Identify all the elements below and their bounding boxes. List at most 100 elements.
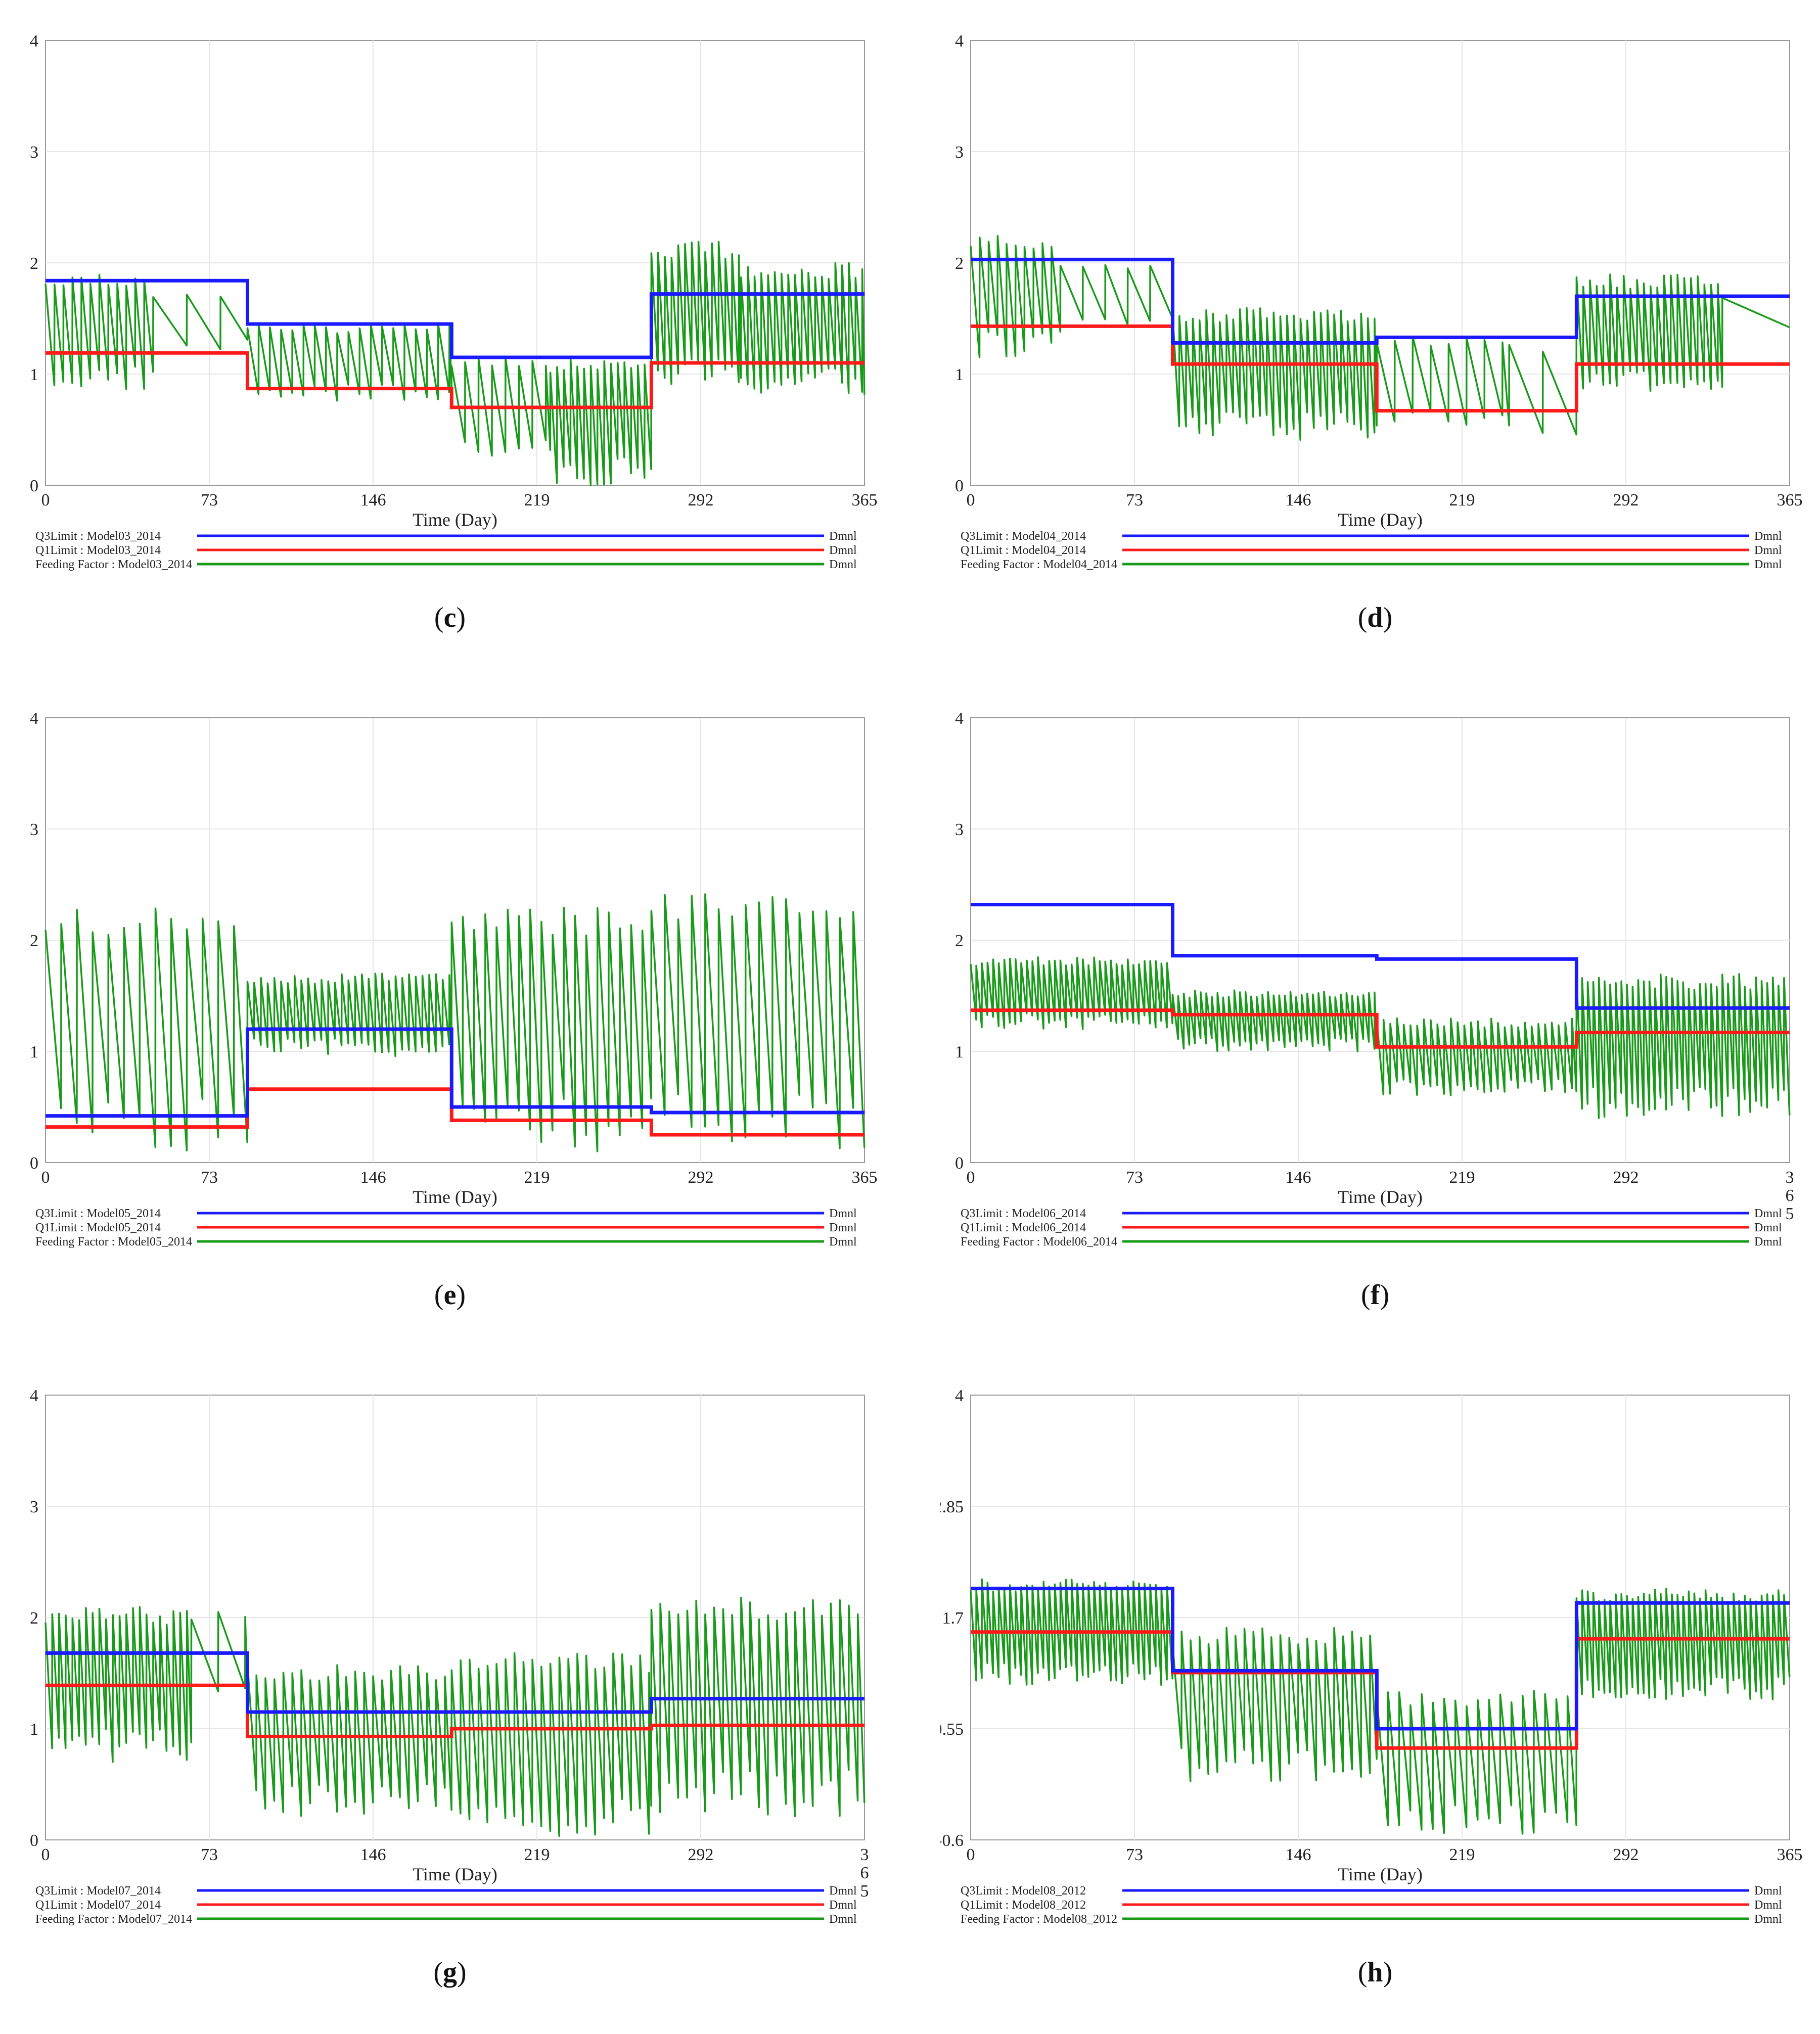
series-feeding-factor-line <box>44 1596 866 1837</box>
y-tick-label: 3 <box>955 143 964 162</box>
x-axis-label: Time (Day) <box>1338 1187 1423 1207</box>
y-tick-label: 1.7 <box>942 1609 964 1628</box>
legend-unit: Dmnl <box>1754 1913 1782 1926</box>
y-tick-label: 2 <box>955 932 964 950</box>
legend-unit: Dmnl <box>1754 1235 1782 1249</box>
series-q3limit-line <box>971 903 1790 1010</box>
x-tick-label: 292 <box>688 491 714 510</box>
y-tick-label: 2 <box>30 1609 38 1628</box>
y-tick-label: 0 <box>30 477 38 495</box>
y-tick-label: 4 <box>955 709 964 728</box>
legend-unit: Dmnl <box>829 1899 857 1912</box>
x-tick-label: 292 <box>1613 1168 1639 1187</box>
y-tick-label: 2 <box>955 254 964 273</box>
x-tick-label: 0 <box>967 1845 975 1864</box>
chart-svg-c: 0 73 146 219 292 365 0 1 2 3 4 Time (Day) Q3Limit : … <box>30 32 878 571</box>
legend-unit: Dmnl <box>829 1913 857 1926</box>
x-tick-label: 365 <box>852 1168 878 1187</box>
y-tick-label: 1 <box>955 1043 964 1061</box>
legend-label: Feeding Factor : Model03_2014 <box>35 558 192 571</box>
chart-svg-e: 0 73 146 219 292 365 0 1 2 3 4 Time (Day) Q3Limit : … <box>30 709 878 1249</box>
legend-unit: Dmnl <box>1754 1221 1782 1234</box>
x-tick-label: 73 <box>1126 1845 1143 1864</box>
x-tick-label: 365 <box>852 491 878 510</box>
legend-unit: Dmnl <box>1754 544 1782 557</box>
x-tick-label: 146 <box>360 1168 386 1187</box>
x-axis-label: Time (Day) <box>1338 1864 1423 1884</box>
legend-unit: Dmnl <box>1754 1207 1782 1220</box>
legend-label: Q1Limit : Model04_2014 <box>961 544 1086 557</box>
series-q3limit-line <box>46 1651 864 1714</box>
chart-svg-h: 0 73 146 219 292 365 -0.6 0.55 1.7 2.85 4 Time (Day… <box>940 1386 1803 1926</box>
caption-c: (c) <box>434 602 466 633</box>
x-tick-label: 292 <box>688 1168 714 1187</box>
chart-svg-g: 0 73 146 219 292 3 6 5 0 1 2 3 4 Time (Day) Q3Limit : … <box>30 1386 869 1926</box>
x-tick-label: 292 <box>1613 1845 1639 1864</box>
legend-label: Q3Limit : Model03_2014 <box>35 530 161 543</box>
x-axis-label: Time (Day) <box>413 510 497 530</box>
legend-unit: Dmnl <box>1754 1884 1782 1898</box>
caption-f: (f) <box>1361 1279 1389 1311</box>
chart-svg-d: 0 73 146 219 292 365 0 1 2 3 4 Time (Day) Q3Limit : … <box>955 32 1803 571</box>
x-tick-label: 219 <box>1449 491 1475 510</box>
legend-label: Feeding Factor : Model08_2012 <box>961 1913 1117 1926</box>
y-tick-label: 2 <box>30 254 38 273</box>
x-tick-label: 0 <box>41 1168 50 1187</box>
legend-label: Feeding Factor : Model06_2014 <box>961 1235 1117 1249</box>
legend-label: Feeding Factor : Model05_2014 <box>35 1235 192 1249</box>
legend-label: Q3Limit : Model07_2014 <box>35 1884 161 1898</box>
y-tick-label: -0.6 <box>940 1831 964 1850</box>
legend-label: Q3Limit : Model06_2014 <box>961 1207 1086 1220</box>
x-axis-label: Time (Day) <box>1338 510 1423 530</box>
y-tick-label: 0 <box>955 477 964 495</box>
series-feeding-factor-line <box>44 241 866 486</box>
chart-panel-d: 0 73 146 219 292 365 0 1 2 3 4 Time (Day) Q3Limit : … <box>940 20 1810 647</box>
y-tick-label: 3 <box>30 820 38 839</box>
y-tick-label: 4 <box>30 1386 38 1405</box>
x-tick-label: 146 <box>1286 491 1311 510</box>
y-tick-label: 0 <box>955 1154 964 1173</box>
x-tick-label: 73 <box>201 1168 218 1187</box>
y-tick-label: 1 <box>30 365 38 384</box>
series-feeding-factor-line <box>44 893 866 1152</box>
y-tick-label: 4 <box>955 32 964 51</box>
x-tick-label: 0 <box>41 491 50 510</box>
chart-panel-h: 0 73 146 219 292 365 -0.6 0.55 1.7 2.85 4 Time (Day… <box>940 1375 1810 2002</box>
legend-label: Q3Limit : Model05_2014 <box>35 1207 161 1220</box>
legend-unit: Dmnl <box>829 1221 857 1234</box>
x-axis-label: Time (Day) <box>413 1187 497 1207</box>
y-tick-label: 4 <box>30 709 38 728</box>
caption-h: (h) <box>1357 1957 1393 1988</box>
x-tick-label: 219 <box>1449 1845 1475 1864</box>
legend-label: Q1Limit : Model06_2014 <box>961 1221 1086 1234</box>
x-tick-label: 146 <box>1286 1168 1311 1187</box>
legend-label: Q3Limit : Model08_2012 <box>961 1884 1086 1898</box>
caption-e: (e) <box>434 1279 466 1311</box>
series-q1limit-line <box>46 351 864 409</box>
y-tick-label: 2.85 <box>940 1498 964 1516</box>
x-tick-label: 146 <box>1286 1845 1311 1864</box>
legend-unit: Dmnl <box>829 1235 857 1249</box>
caption-g: (g) <box>433 1957 467 1988</box>
legend-label: Q3Limit : Model04_2014 <box>961 530 1086 543</box>
y-tick-label: 0 <box>30 1154 38 1173</box>
x-tick-label: 73 <box>201 491 218 510</box>
caption-d: (d) <box>1357 602 1393 633</box>
legend-unit: Dmnl <box>829 1884 857 1898</box>
legend-unit: Dmnl <box>1754 1899 1782 1912</box>
x-tick-label: 146 <box>360 1845 386 1864</box>
x-axis-label: Time (Day) <box>413 1864 497 1884</box>
y-tick-label: 2 <box>30 932 38 950</box>
y-tick-label: 3 <box>30 143 38 162</box>
y-tick-label: 1 <box>30 1043 38 1061</box>
x-tick-label: 292 <box>688 1845 714 1864</box>
chart-panel-e: 0 73 146 219 292 365 0 1 2 3 4 Time (Day) Q3Limit : … <box>15 698 885 1324</box>
x-tick-label: 73 <box>1126 491 1143 510</box>
series-q3limit-line <box>46 1027 864 1118</box>
series-feeding-factor-line <box>970 1578 1791 1835</box>
x-tick-label: 0 <box>967 1168 975 1187</box>
x-tick-label: 292 <box>1613 491 1639 510</box>
x-tick-label: 73 <box>201 1845 218 1864</box>
